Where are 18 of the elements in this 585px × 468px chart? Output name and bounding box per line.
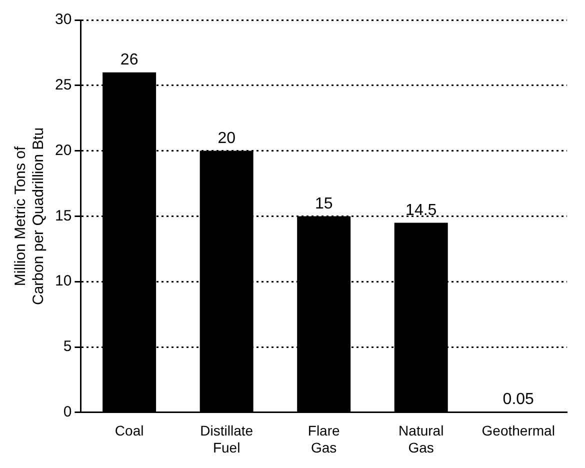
data-label: 26 [120,52,138,69]
data-label: 0.05 [502,391,534,408]
y-tick-label: 5 [63,338,72,356]
data-label: 14.5 [406,202,437,220]
x-tick-label: Natural Gas [398,422,444,456]
y-tick-label: 20 [54,142,72,159]
data-label: 15 [314,196,333,213]
data-label: 20 [218,130,236,148]
y-tick-label: 0 [63,404,72,421]
x-tick-label: Flare Gas [308,422,340,456]
x-tick-label: Coal [114,422,144,439]
y-tick-label: 30 [54,11,72,28]
y-tick-label: 25 [54,76,72,94]
x-tick-label: Distillate Fuel [200,422,254,456]
y-axis-title: Million Metric Tons of Carbon per Quadrillion Btu [12,127,48,306]
x-tick-label: Geothermal [482,422,555,439]
y-tick-label: 15 [54,207,72,224]
y-tick-label: 10 [54,272,72,290]
